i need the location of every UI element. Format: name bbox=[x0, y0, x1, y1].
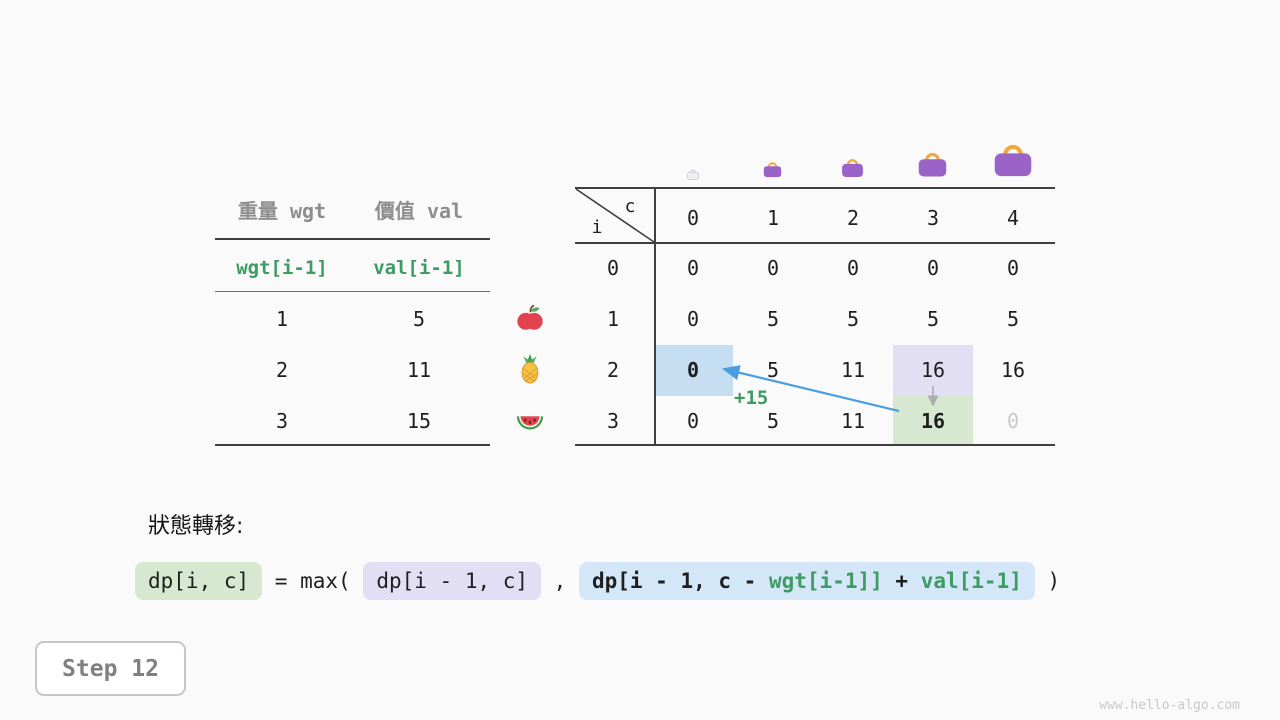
item-2-weight: 2 bbox=[275, 358, 289, 382]
state-transition-formula: dp[i, c] = max( dp[i - 1, c] , dp[i - 1,… bbox=[135, 558, 1060, 604]
dp-cell-3-4: 0 bbox=[1006, 409, 1020, 433]
apple-icon bbox=[515, 303, 545, 337]
items-header-value: 價值 val bbox=[374, 199, 464, 223]
dp-col-header-2: 2 bbox=[846, 206, 860, 230]
formula-closing: ) bbox=[1034, 569, 1061, 593]
bag-capacity-3-icon bbox=[916, 146, 949, 182]
bag-capacity-1-icon bbox=[762, 158, 783, 182]
dp-cell-1-3: 5 bbox=[926, 307, 940, 331]
dp-cell-2-3: 16 bbox=[920, 358, 946, 382]
dp-col-header-0: 0 bbox=[686, 206, 700, 230]
dp-cell-1-1: 5 bbox=[766, 307, 780, 331]
dp-row-header-2: 2 bbox=[606, 358, 620, 382]
step-badge: Step 12 bbox=[35, 641, 186, 696]
bag-capacity-0-icon bbox=[686, 165, 700, 184]
dp-rule-top bbox=[575, 187, 1055, 189]
formula-arg2-prefix: dp[i - 1, c - bbox=[591, 569, 769, 593]
dp-cell-0-3: 0 bbox=[926, 256, 940, 280]
dp-cell-0-0: 0 bbox=[686, 256, 700, 280]
watermelon-icon bbox=[515, 406, 545, 440]
dp-col-header-4: 4 bbox=[1006, 206, 1020, 230]
dp-cell-2-2: 11 bbox=[840, 358, 866, 382]
formula-arg1: dp[i - 1, c] bbox=[363, 562, 542, 600]
formula-arg2-wgt: wgt[i-1]] bbox=[768, 569, 883, 593]
bag-capacity-4-icon bbox=[991, 136, 1035, 182]
dp-cell-3-1: 5 bbox=[766, 409, 780, 433]
formula-operator: = max( bbox=[262, 569, 364, 593]
formula-separator: , bbox=[541, 569, 579, 593]
dp-rule-bottom bbox=[575, 444, 1055, 446]
dp-cell-2-4: 16 bbox=[1000, 358, 1026, 382]
dp-cell-1-2: 5 bbox=[846, 307, 860, 331]
formula-arg2-plus: + bbox=[882, 569, 921, 593]
item-1-value: 5 bbox=[412, 307, 426, 331]
pineapple-icon bbox=[515, 354, 545, 388]
formula-arg2: dp[i - 1, c - wgt[i-1]] + val[i-1] bbox=[578, 562, 1035, 600]
item-2-value: 11 bbox=[406, 358, 432, 382]
dp-cell-1-0: 0 bbox=[686, 307, 700, 331]
items-symbol-val: val[i-1] bbox=[373, 257, 465, 279]
dp-row-header-3: 3 bbox=[606, 409, 620, 433]
dp-corner-row-label: i bbox=[591, 217, 603, 238]
items-symbol-wgt: wgt[i-1] bbox=[236, 257, 328, 279]
formula-lhs: dp[i, c] bbox=[135, 562, 263, 600]
highlight-source-cell bbox=[655, 345, 733, 396]
dp-cell-2-1: 5 bbox=[766, 358, 780, 382]
dp-rule-vertical bbox=[654, 187, 656, 446]
dp-row-header-1: 1 bbox=[606, 307, 620, 331]
dp-col-header-3: 3 bbox=[926, 206, 940, 230]
dp-cell-3-2: 11 bbox=[840, 409, 866, 433]
bag-capacity-2-icon bbox=[840, 154, 865, 182]
items-table-rule-mid bbox=[215, 291, 490, 292]
dp-rule-header bbox=[575, 242, 1055, 244]
items-header-weight: 重量 wgt bbox=[237, 199, 327, 223]
dp-cell-0-2: 0 bbox=[846, 256, 860, 280]
added-value-label: +15 bbox=[734, 387, 769, 409]
item-3-value: 15 bbox=[406, 409, 432, 433]
item-3-weight: 3 bbox=[275, 409, 289, 433]
dp-cell-0-4: 0 bbox=[1006, 256, 1020, 280]
dp-cell-1-4: 5 bbox=[1006, 307, 1020, 331]
dp-cell-3-3: 16 bbox=[920, 409, 946, 433]
state-transition-heading: 狀態轉移: bbox=[148, 514, 244, 539]
dp-row-header-0: 0 bbox=[606, 256, 620, 280]
watermark: www.hello-algo.com bbox=[1099, 698, 1240, 713]
items-table-rule-top bbox=[215, 238, 490, 240]
item-1-weight: 1 bbox=[275, 307, 289, 331]
dp-col-header-1: 1 bbox=[766, 206, 780, 230]
formula-arg2-val: val[i-1] bbox=[920, 569, 1022, 593]
dp-cell-3-0: 0 bbox=[686, 409, 700, 433]
dp-cell-0-1: 0 bbox=[766, 256, 780, 280]
items-table-rule-bottom bbox=[215, 444, 490, 446]
dp-cell-2-0: 0 bbox=[686, 358, 700, 382]
